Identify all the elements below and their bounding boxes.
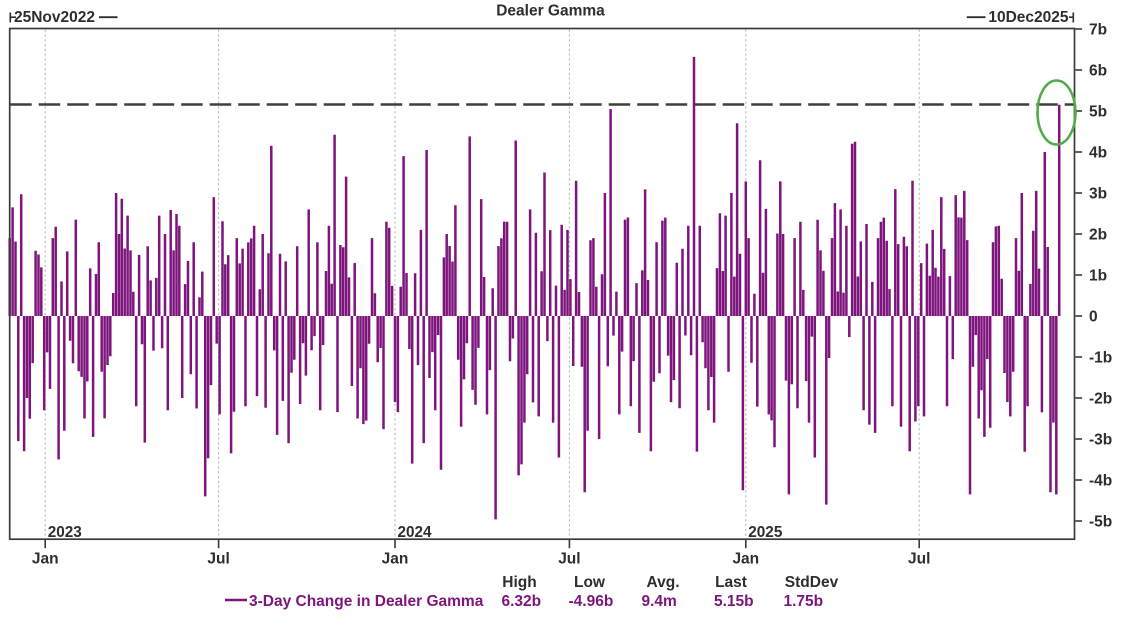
svg-text:3-Day Change in Dealer Gamma: 3-Day Change in Dealer Gamma <box>249 593 484 610</box>
svg-text:5.15b: 5.15b <box>714 593 754 610</box>
svg-text:10Dec2025: 10Dec2025 <box>988 9 1069 26</box>
svg-text:2024: 2024 <box>398 524 433 541</box>
svg-text:-2b: -2b <box>1089 391 1112 408</box>
svg-text:5b: 5b <box>1089 104 1107 121</box>
svg-text:StdDev: StdDev <box>785 574 839 591</box>
svg-text:3b: 3b <box>1089 186 1107 203</box>
svg-text:2023: 2023 <box>48 524 82 541</box>
svg-text:6.32b: 6.32b <box>502 593 542 610</box>
svg-text:25Nov2022: 25Nov2022 <box>14 9 95 26</box>
svg-text:Jan: Jan <box>382 550 409 567</box>
svg-text:Jan: Jan <box>732 550 759 567</box>
svg-text:7b: 7b <box>1089 22 1107 39</box>
svg-text:Low: Low <box>574 574 606 591</box>
svg-text:Dealer Gamma: Dealer Gamma <box>496 2 605 19</box>
svg-text:Jul: Jul <box>908 550 930 567</box>
svg-text:0: 0 <box>1089 309 1098 326</box>
svg-text:-4.96b: -4.96b <box>569 593 614 610</box>
svg-text:1.75b: 1.75b <box>784 593 824 610</box>
svg-text:2025: 2025 <box>748 524 783 541</box>
svg-text:-1b: -1b <box>1089 350 1112 367</box>
svg-text:Jan: Jan <box>32 550 59 567</box>
svg-text:1b: 1b <box>1089 268 1107 285</box>
svg-text:Jul: Jul <box>558 550 580 567</box>
svg-text:9.4m: 9.4m <box>642 593 677 610</box>
svg-text:-5b: -5b <box>1089 514 1112 531</box>
svg-text:-3b: -3b <box>1089 432 1112 449</box>
svg-text:6b: 6b <box>1089 63 1107 80</box>
svg-text:-4b: -4b <box>1089 473 1112 490</box>
svg-text:Avg.: Avg. <box>646 574 679 591</box>
svg-text:2b: 2b <box>1089 227 1107 244</box>
svg-text:4b: 4b <box>1089 145 1107 162</box>
svg-text:High: High <box>502 574 536 591</box>
svg-text:Jul: Jul <box>207 550 229 567</box>
svg-text:Last: Last <box>715 574 747 591</box>
